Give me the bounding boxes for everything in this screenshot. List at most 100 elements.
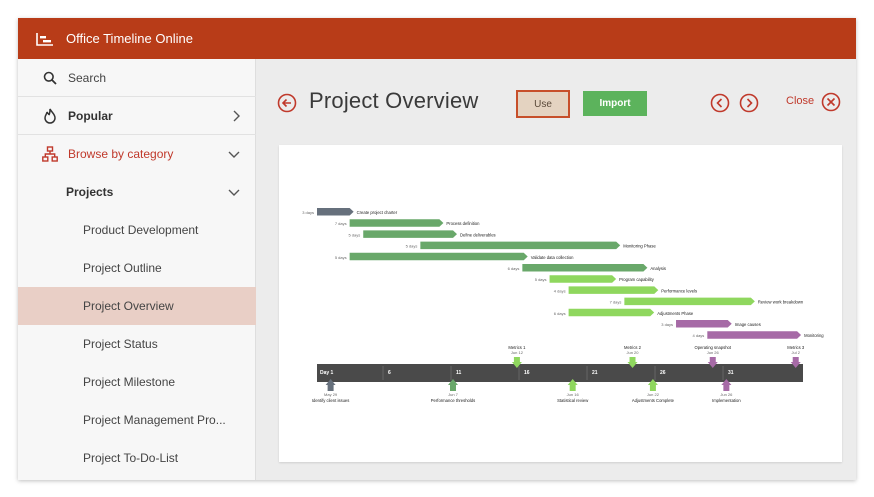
timeline-preview-graphic: 3 days Create project charter 7 days Proces… xyxy=(302,208,824,403)
task-bar xyxy=(568,308,655,317)
milestone-title: Statistical review xyxy=(557,398,589,403)
task-duration-label: 6 days xyxy=(508,266,520,271)
projects-label: Projects xyxy=(66,185,114,199)
sidebar-item-label: Project Management Pro... xyxy=(83,413,226,427)
task-bar xyxy=(549,275,617,283)
sidebar-item-label: Product Development xyxy=(83,223,199,237)
milestone-date: Jun 12 xyxy=(511,350,524,355)
search-icon xyxy=(42,70,58,86)
main-panel: Project Overview Use Import Close 3 days… xyxy=(257,59,856,480)
use-button[interactable]: Use xyxy=(516,90,570,118)
milestone-date: Jun 22 xyxy=(647,392,660,397)
milestone-marker xyxy=(790,357,801,368)
chevron-right-icon xyxy=(232,110,240,122)
task-duration-label: 5 days xyxy=(348,232,360,237)
task-name-label: Create project charter xyxy=(357,210,398,215)
sidebar-item-project-status[interactable]: Project Status xyxy=(18,325,256,363)
sidebar-item-label: Project To-Do-List xyxy=(83,451,179,465)
sidebar-item-popular[interactable]: Popular xyxy=(18,97,256,135)
app-title: Office Timeline Online xyxy=(66,31,193,46)
milestone-date: Jul 2 xyxy=(791,350,800,355)
page-title: Project Overview xyxy=(309,88,479,113)
milestone-title: Metrics 1 xyxy=(508,345,526,350)
milestone-marker xyxy=(511,357,522,368)
task-duration-label: 4 days xyxy=(693,333,705,338)
milestone-marker xyxy=(325,379,336,391)
search-row[interactable]: Search xyxy=(18,59,256,97)
milestone-date: Jun 26 xyxy=(720,392,733,397)
milestone-title: Metrics 2 xyxy=(624,345,642,350)
sidebar-item-label: Project Outline xyxy=(83,261,162,275)
sidebar: Search Popular Browse by category Projec… xyxy=(18,59,256,480)
task-name-label: Validate data collection xyxy=(531,255,574,260)
axis-tick-label: Day 1 xyxy=(320,370,334,376)
title-bar: Office Timeline Online xyxy=(18,18,856,59)
task-duration-label: 7 days xyxy=(610,300,622,305)
axis-tick-label: 6 xyxy=(388,370,391,376)
close-button[interactable]: Close xyxy=(786,95,815,107)
popular-label: Popular xyxy=(68,108,113,123)
task-duration-label: 3 days xyxy=(302,210,314,215)
sidebar-item-projects[interactable]: Projects xyxy=(18,173,256,211)
milestone-date: Jun 26 xyxy=(707,350,720,355)
sidebar-item-product-development[interactable]: Product Development xyxy=(18,211,256,249)
flame-icon xyxy=(42,108,58,124)
task-duration-label: 5 days xyxy=(406,244,418,249)
back-arrow-icon[interactable] xyxy=(277,93,297,113)
task-bar xyxy=(624,297,755,306)
task-name-label: Define deliverables xyxy=(460,232,496,237)
app-window: Office Timeline Online Search Popular Br… xyxy=(18,18,856,480)
task-duration-label: 7 days xyxy=(335,221,347,226)
task-bar xyxy=(363,230,457,238)
timeline-axis-band xyxy=(317,364,803,382)
task-bar xyxy=(349,252,528,261)
milestone-date: Jun 16 xyxy=(567,392,580,397)
task-name-label: Review work breakdown xyxy=(758,300,804,305)
milestone-title: Implementation xyxy=(712,398,741,403)
sidebar-item-project-overview[interactable]: Project Overview xyxy=(18,287,256,325)
sitemap-icon xyxy=(42,146,58,162)
milestone-date: Jun 7 xyxy=(448,392,459,397)
close-icon[interactable] xyxy=(821,92,841,112)
task-name-label: Monitoring Phase xyxy=(623,244,656,249)
next-template-icon[interactable] xyxy=(739,93,759,113)
task-duration-label: 3 days xyxy=(661,322,673,327)
milestone-title: Identify client issues xyxy=(312,398,349,403)
milestone-marker xyxy=(721,379,732,391)
previous-template-icon[interactable] xyxy=(710,93,730,113)
task-duration-label: 6 days xyxy=(554,311,566,316)
task-bar xyxy=(568,286,659,294)
milestone-title: Operating snapshot xyxy=(694,345,731,350)
task-name-label: Process definition xyxy=(446,221,480,226)
task-duration-label: 4 days xyxy=(554,288,566,293)
task-name-label: Monitoring xyxy=(804,333,824,338)
browse-label: Browse by category xyxy=(68,147,174,161)
axis-tick-label: 31 xyxy=(728,370,734,376)
sidebar-item-browse-by-category[interactable]: Browse by category xyxy=(18,135,256,173)
task-name-label: Image causes xyxy=(735,322,761,327)
milestone-marker xyxy=(567,379,578,391)
office-timeline-logo-icon xyxy=(36,32,56,46)
milestone-marker xyxy=(707,357,718,368)
task-bar xyxy=(707,331,802,339)
axis-tick-label: 11 xyxy=(456,370,462,376)
task-name-label: Adjustments Phase xyxy=(657,311,694,316)
import-button[interactable]: Import xyxy=(583,91,647,116)
sidebar-item-label: Project Milestone xyxy=(83,375,176,389)
sidebar-item-project-milestone[interactable]: Project Milestone xyxy=(18,363,256,401)
chevron-down-icon xyxy=(228,150,240,158)
milestone-marker xyxy=(448,379,458,391)
task-name-label: Program capability xyxy=(619,277,655,282)
task-bar xyxy=(317,208,354,216)
milestone-title: Performance thresholds xyxy=(431,398,475,403)
axis-tick-label: 26 xyxy=(660,370,666,376)
task-duration-label: 5 days xyxy=(535,277,547,282)
sidebar-item-label: Project Overview xyxy=(83,299,174,313)
sidebar-item-project-to-do-list[interactable]: Project To-Do-List xyxy=(18,439,256,477)
sidebar-item-label: Project Status xyxy=(83,337,158,351)
milestone-title: Metrics 3 xyxy=(787,345,805,350)
sidebar-item-project-outline[interactable]: Project Outline xyxy=(18,249,256,287)
sidebar-item-project-management-pro[interactable]: Project Management Pro... xyxy=(18,401,256,439)
task-bar xyxy=(349,219,444,227)
axis-tick-label: 16 xyxy=(524,370,530,376)
